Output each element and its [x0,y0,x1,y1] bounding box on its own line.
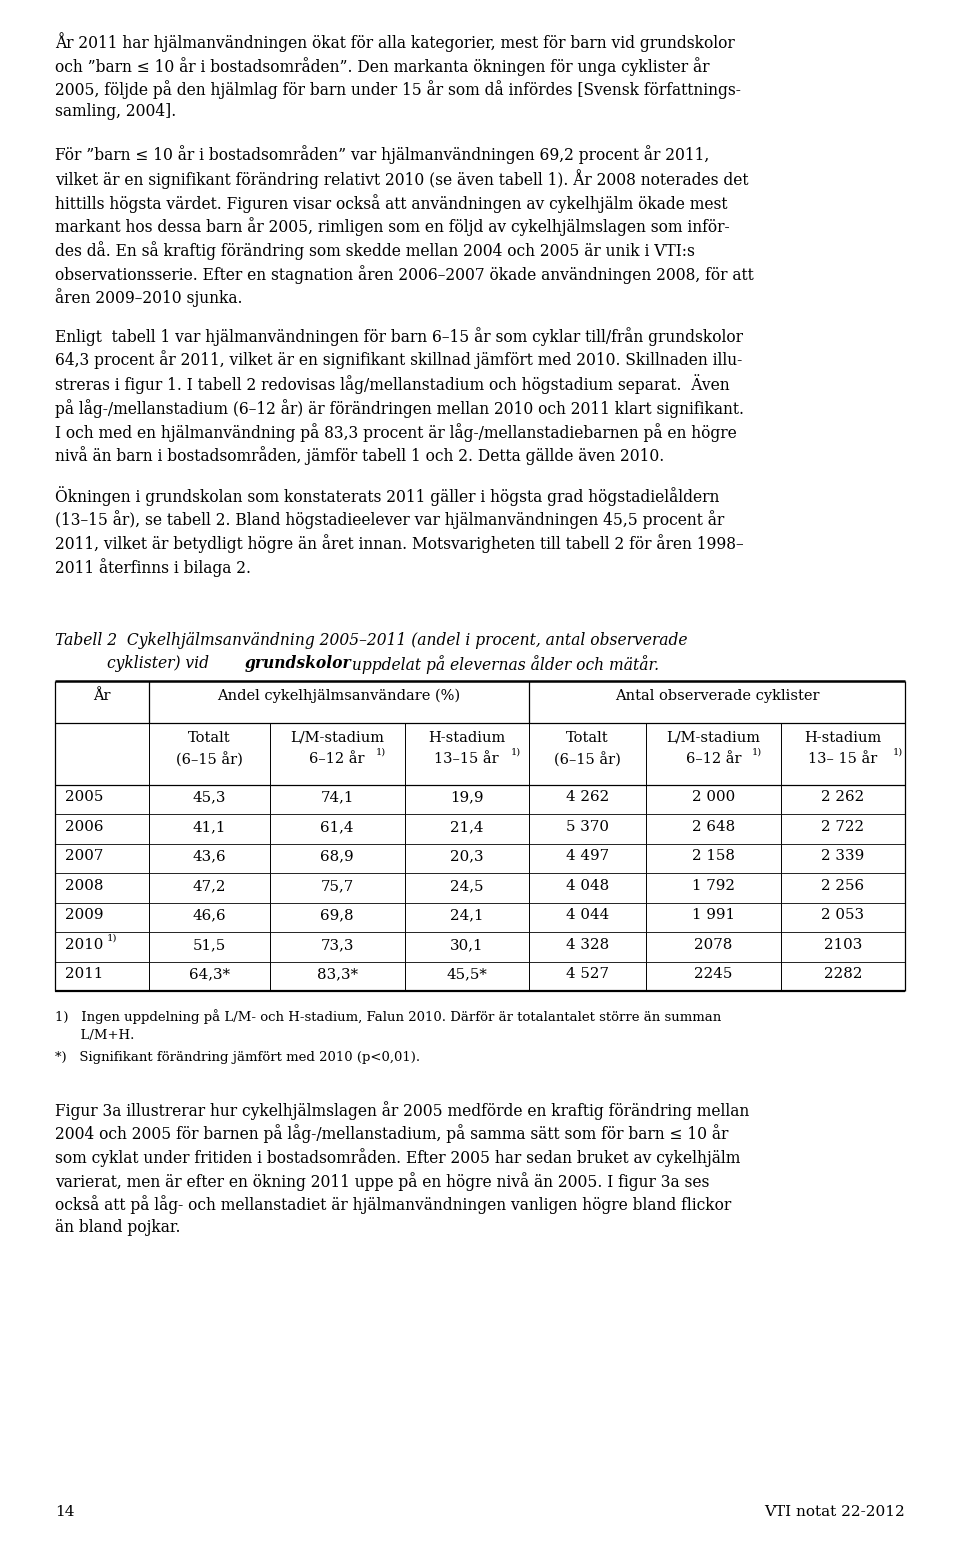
Text: År: År [93,689,110,703]
Text: 2 722: 2 722 [822,820,865,834]
Text: Figur 3a illustrerar hur cykelhjälmslagen år 2005 medförde en kraftig förändring: Figur 3a illustrerar hur cykelhjälmslage… [55,1100,749,1236]
Text: 51,5: 51,5 [193,938,226,952]
Text: 13–15 år: 13–15 år [435,752,499,766]
Text: L/M-stadium: L/M-stadium [666,730,760,744]
Text: 74,1: 74,1 [321,791,354,804]
Text: 2010: 2010 [65,938,104,952]
Text: 83,3*: 83,3* [317,968,358,982]
Text: 2005: 2005 [65,791,104,804]
Text: 45,5*: 45,5* [446,968,487,982]
Text: 2 339: 2 339 [822,849,865,863]
Text: 24,5: 24,5 [450,878,484,892]
Text: 68,9: 68,9 [321,849,354,863]
Text: 43,6: 43,6 [192,849,227,863]
Text: 1)   Ingen uppdelning på L/M- och H-stadium, Falun 2010. Därför är totalantalet : 1) Ingen uppdelning på L/M- och H-stadiu… [55,1009,721,1025]
Text: 14: 14 [55,1506,75,1519]
Text: 1): 1) [752,747,762,757]
Text: 61,4: 61,4 [321,820,354,834]
Text: L/M-stadium: L/M-stadium [290,730,384,744]
Text: 1): 1) [375,747,386,757]
Text: 4 048: 4 048 [565,878,609,892]
Text: *)   Signifikant förändring jämfört med 2010 (p<0,01).: *) Signifikant förändring jämfört med 20… [55,1051,420,1063]
Text: 2 158: 2 158 [692,849,735,863]
Text: 2009: 2009 [65,908,104,923]
Text: Andel cykelhjälmsanvändare (%): Andel cykelhjälmsanvändare (%) [217,689,461,703]
Text: H-stadium: H-stadium [428,730,505,744]
Text: 13– 15 år: 13– 15 år [808,752,877,766]
Text: L/M+H.: L/M+H. [55,1029,134,1042]
Text: 73,3: 73,3 [321,938,354,952]
Text: 2282: 2282 [824,968,862,982]
Text: 6–12 år: 6–12 år [309,752,365,766]
Text: H-stadium: H-stadium [804,730,881,744]
Text: 46,6: 46,6 [192,908,227,923]
Text: 69,8: 69,8 [321,908,354,923]
Text: 1): 1) [893,747,902,757]
Text: Tabell 2  Cykelhjälmsanvändning 2005–2011 (andel i procent, antal observerade: Tabell 2 Cykelhjälmsanvändning 2005–2011… [55,632,687,649]
Text: 2 053: 2 053 [822,908,865,923]
Text: 4 262: 4 262 [565,791,609,804]
Text: 41,1: 41,1 [193,820,226,834]
Text: 4 497: 4 497 [565,849,609,863]
Text: Ökningen i grundskolan som konstaterats 2011 gäller i högsta grad högstadielålde: Ökningen i grundskolan som konstaterats … [55,485,744,576]
Text: 1 991: 1 991 [692,908,735,923]
Text: 2103: 2103 [824,938,862,952]
Text: 4 527: 4 527 [565,968,609,982]
Text: 2078: 2078 [694,938,732,952]
Text: Totalt: Totalt [566,730,609,744]
Text: 20,3: 20,3 [450,849,484,863]
Text: 2 648: 2 648 [692,820,735,834]
Text: 1): 1) [107,934,117,943]
Text: (6–15 år): (6–15 år) [176,752,243,767]
Text: cyklister) vid: cyklister) vid [107,655,214,672]
Text: 75,7: 75,7 [321,878,354,892]
Text: 30,1: 30,1 [450,938,484,952]
Text: 21,4: 21,4 [450,820,484,834]
Text: 5 370: 5 370 [565,820,609,834]
Text: 19,9: 19,9 [450,791,484,804]
Text: 2008: 2008 [65,878,104,892]
Text: För ”barn ≤ 10 år i bostadsområden” var hjälmanvändningen 69,2 procent år 2011,
: För ”barn ≤ 10 år i bostadsområden” var … [55,145,754,308]
Text: Enligt  tabell 1 var hjälmanvändningen för barn 6–15 år som cyklar till/från gru: Enligt tabell 1 var hjälmanvändningen fö… [55,327,744,465]
Text: 64,3*: 64,3* [189,968,229,982]
Text: 2 000: 2 000 [692,791,735,804]
Text: 1): 1) [511,747,521,757]
Text: 2 256: 2 256 [822,878,865,892]
Text: 6–12 år: 6–12 år [685,752,741,766]
Text: 4 044: 4 044 [565,908,609,923]
Text: 24,1: 24,1 [450,908,484,923]
Text: År 2011 har hjälmanvändningen ökat för alla kategorier, mest för barn vid grunds: År 2011 har hjälmanvändningen ökat för a… [55,32,741,120]
Text: 2 262: 2 262 [822,791,865,804]
Text: grundskolor: grundskolor [245,655,351,672]
Text: VTI notat 22-2012: VTI notat 22-2012 [764,1506,905,1519]
Text: 2011: 2011 [65,968,104,982]
Text: Totalt: Totalt [188,730,230,744]
Text: (6–15 år): (6–15 år) [554,752,621,767]
Text: 2006: 2006 [65,820,104,834]
Text: 2245: 2245 [694,968,732,982]
Text: Antal observerade cyklister: Antal observerade cyklister [614,689,819,703]
Text: uppdelat på elevernas ålder och mätår.: uppdelat på elevernas ålder och mätår. [347,655,659,673]
Text: 2007: 2007 [65,849,104,863]
Text: 1 792: 1 792 [692,878,735,892]
Text: 45,3: 45,3 [193,791,226,804]
Text: 47,2: 47,2 [193,878,226,892]
Text: 4 328: 4 328 [565,938,609,952]
